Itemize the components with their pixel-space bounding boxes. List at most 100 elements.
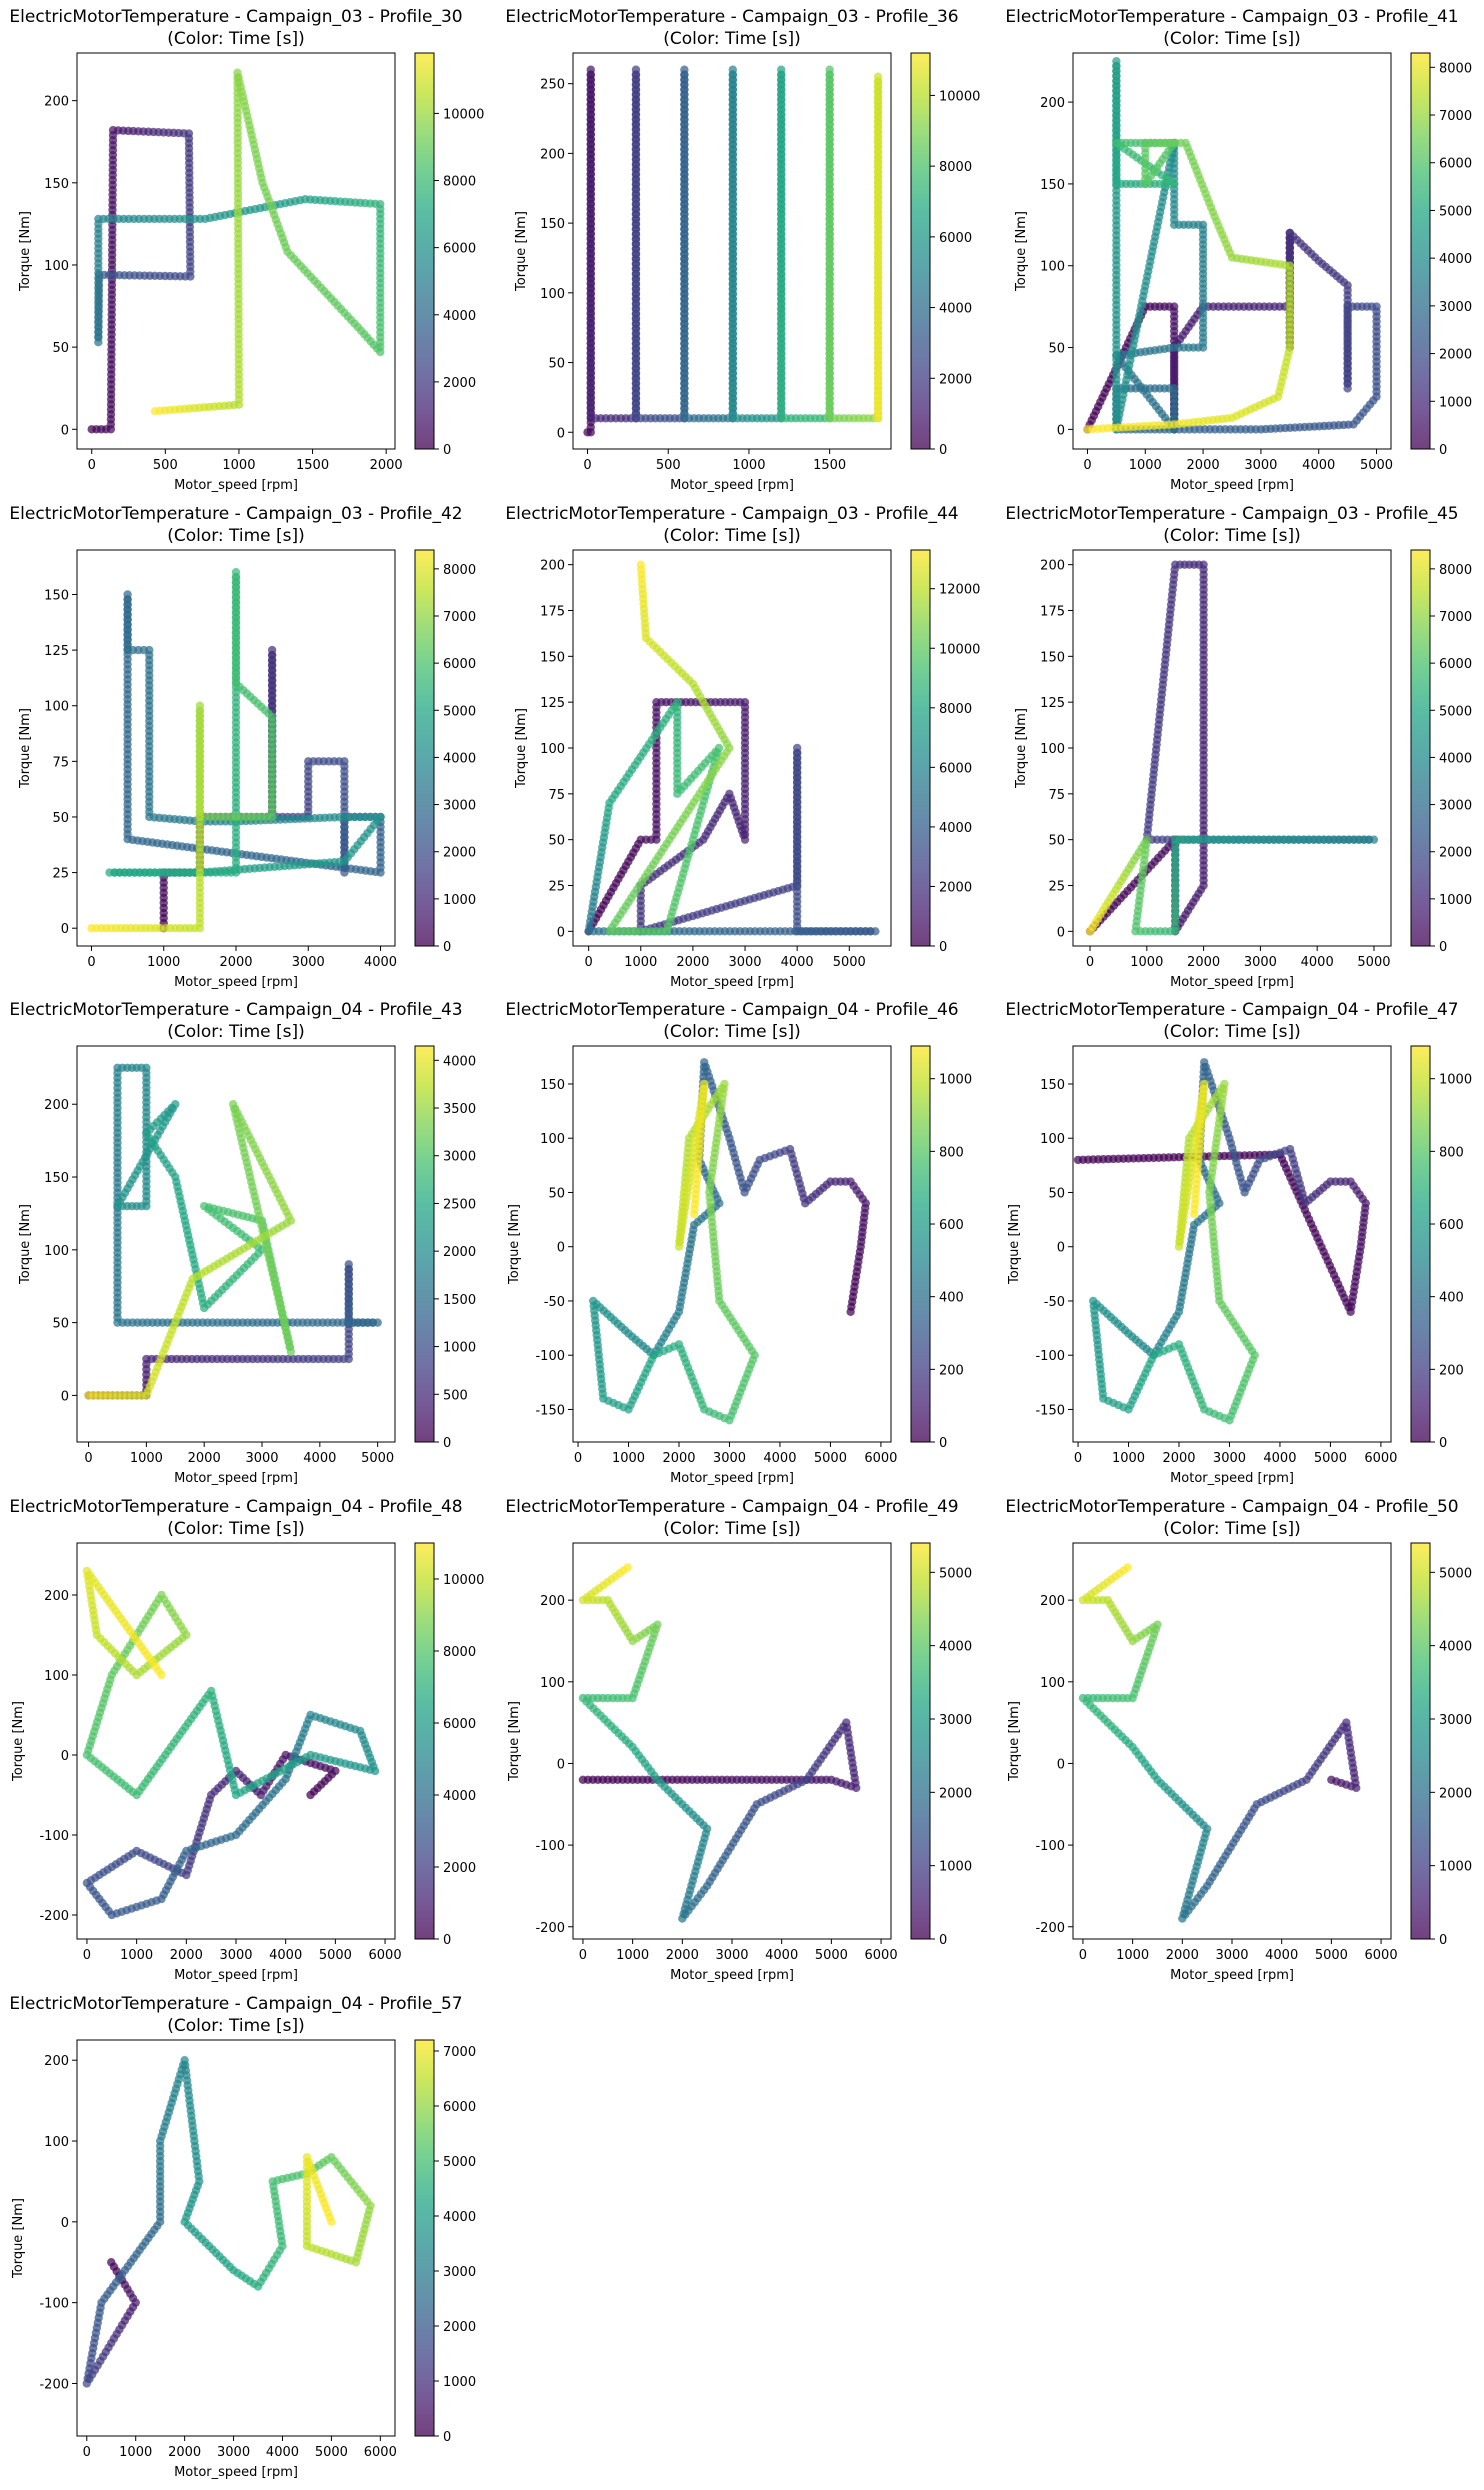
y-tick-label: -100 [535, 1349, 565, 1364]
colorbar-tick-label: 5000 [1439, 704, 1472, 719]
colorbar-tick-label: 6000 [1439, 657, 1472, 672]
colorbar-tick-label: 7000 [1439, 610, 1472, 625]
colorbar-tick-label: 1500 [443, 1293, 476, 1308]
scatter-points [584, 560, 880, 936]
y-tick-label: 100 [1040, 260, 1065, 275]
x-tick-label: 500 [656, 458, 681, 473]
axes-frame [76, 1045, 396, 1443]
chart-title: ElectricMotorTemperature - Campaign_03 -… [9, 504, 462, 524]
colorbar-frame [910, 52, 931, 450]
y-tick-label: 100 [540, 742, 565, 757]
y-tick-label: 150 [540, 650, 565, 665]
colorbar-tick-label: 10000 [939, 642, 980, 657]
subplot-canvas: ElectricMotorTemperature - Campaign_03 -… [505, 504, 980, 990]
colorbar-tick-label: 10000 [939, 89, 980, 104]
colorbar-frame [1410, 549, 1431, 947]
data-point [636, 560, 645, 569]
colorbar-tick-label: 0 [443, 940, 451, 955]
x-tick-label: 500 [153, 458, 178, 473]
scatter-points [87, 68, 385, 434]
x-axis-label: Motor_speed [rpm] [1170, 478, 1294, 493]
chart-subtitle: (Color: Time [s]) [1163, 29, 1301, 49]
colorbar-tick-label: 1000 [443, 1341, 476, 1356]
x-tick-label: 2000 [219, 955, 252, 970]
colorbar-tick-label: 6000 [1439, 157, 1472, 172]
x-tick-label: 2000 [370, 458, 403, 473]
colorbar [1411, 53, 1430, 449]
scatter-points [1085, 560, 1379, 936]
x-tick-label: 6000 [864, 1451, 897, 1466]
colorbar-tick-label: 0 [443, 443, 451, 458]
x-axis-label: Motor_speed [rpm] [670, 478, 794, 493]
x-tick-label: 1500 [813, 458, 846, 473]
colorbar-tick-label: 12000 [939, 583, 980, 598]
y-tick-label: 50 [1048, 834, 1065, 849]
axes-frame [1072, 52, 1392, 450]
subplot: ElectricMotorTemperature - Campaign_03 -… [0, 497, 495, 994]
y-tick-label: 150 [44, 177, 69, 192]
colorbar-tick-label: 0 [1439, 443, 1447, 458]
colorbar [911, 550, 930, 946]
y-tick-label: 0 [557, 426, 565, 441]
chart-subtitle: (Color: Time [s]) [167, 1022, 305, 1042]
x-tick-label: 0 [584, 955, 592, 970]
colorbar-tick-label: 7000 [443, 610, 476, 625]
x-tick-label: 1000 [624, 955, 657, 970]
colorbar-frame [414, 1045, 435, 1443]
colorbar-tick-label: 1000 [1439, 893, 1472, 908]
y-tick-label: 75 [52, 755, 69, 770]
y-axis-label: Torque [Nm] [514, 211, 529, 292]
y-tick-label: 100 [44, 259, 69, 274]
subplot-canvas: ElectricMotorTemperature - Campaign_04 -… [9, 1000, 476, 1486]
scatter-points [588, 1058, 870, 1425]
y-tick-label: 100 [44, 700, 69, 715]
y-tick-label: 200 [44, 95, 69, 110]
data-point [150, 407, 160, 416]
colorbar-tick-label: 8000 [939, 702, 972, 717]
y-tick-label: 75 [1048, 788, 1065, 803]
colorbar-tick-label: 2000 [939, 880, 972, 895]
y-tick-label: 0 [557, 925, 565, 940]
chart-title: ElectricMotorTemperature - Campaign_04 -… [505, 1000, 958, 1020]
scatter-points [583, 65, 883, 437]
colorbar-tick-label: 4000 [1439, 751, 1472, 766]
colorbar-tick-label: 3000 [443, 799, 476, 814]
x-tick-label: 1500 [296, 458, 329, 473]
x-tick-label: 1000 [222, 458, 255, 473]
colorbar-tick-label: 3000 [1439, 799, 1472, 814]
chart-title: ElectricMotorTemperature - Campaign_03 -… [1005, 7, 1458, 27]
chart-subtitle: (Color: Time [s]) [663, 526, 801, 546]
chart-subtitle: (Color: Time [s]) [1163, 526, 1301, 546]
chart-title: ElectricMotorTemperature - Campaign_04 -… [9, 1000, 462, 1020]
y-tick-label: 200 [44, 1098, 69, 1113]
y-tick-label: 125 [540, 696, 565, 711]
y-tick-label: 25 [548, 880, 565, 895]
x-tick-label: 0 [88, 458, 96, 473]
x-tick-label: 4000 [1301, 955, 1334, 970]
colorbar-tick-label: 4000 [939, 302, 972, 317]
colorbar-tick-label: 6000 [443, 242, 476, 257]
colorbar-tick-label: 1000 [1439, 395, 1472, 410]
subplot-canvas: ElectricMotorTemperature - Campaign_03 -… [505, 7, 980, 493]
x-tick-label: 3000 [728, 955, 761, 970]
chart-subtitle: (Color: Time [s]) [663, 1022, 801, 1042]
colorbar [911, 53, 930, 449]
colorbar-tick-label: 5000 [443, 704, 476, 719]
colorbar-tick-label: 500 [443, 1388, 468, 1403]
subplot-canvas: ElectricMotorTemperature - Campaign_03 -… [9, 504, 476, 990]
colorbar-tick-label: 0 [1439, 940, 1447, 955]
x-axis-label: Motor_speed [rpm] [670, 975, 794, 990]
data-point [87, 924, 96, 933]
y-tick-label: 200 [540, 559, 565, 574]
y-axis-label: Torque [Nm] [18, 211, 33, 292]
y-tick-label: 50 [52, 341, 69, 356]
y-tick-label: 175 [540, 605, 565, 620]
colorbar-frame [910, 549, 931, 947]
y-tick-label: 0 [1057, 925, 1065, 940]
colorbar-tick-label: 2000 [1439, 846, 1472, 861]
y-tick-label: 50 [1048, 342, 1065, 357]
colorbar-tick-label: 3500 [443, 1102, 476, 1117]
x-tick-label: 1000 [147, 955, 180, 970]
x-tick-label: 0 [574, 1451, 582, 1466]
chart-title: ElectricMotorTemperature - Campaign_03 -… [9, 7, 462, 27]
